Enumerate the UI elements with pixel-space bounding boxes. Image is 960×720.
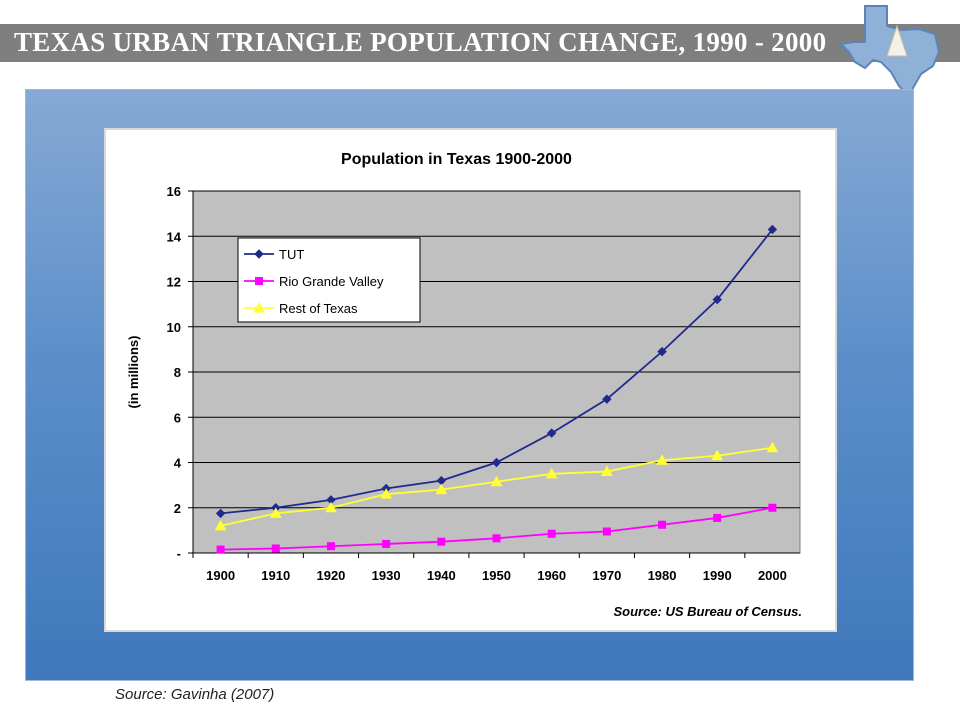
- data-point-rest-of-texas: [214, 519, 227, 531]
- x-tick-label: 1910: [261, 568, 290, 583]
- y-tick-label: 8: [174, 365, 181, 380]
- data-point-rest-of-texas: [269, 507, 282, 518]
- data-point-rio-grande-valley: [382, 539, 391, 548]
- y-tick-label: 16: [167, 184, 181, 199]
- data-point-rio-grande-valley: [271, 544, 280, 553]
- y-axis-label: (in millions): [126, 336, 141, 409]
- data-point-tut: [546, 428, 557, 438]
- texas-map-triangle-icon: [838, 5, 941, 96]
- data-point-rest-of-texas: [601, 465, 613, 477]
- data-point-rest-of-texas: [711, 449, 724, 461]
- data-point-rio-grande-valley: [216, 545, 225, 554]
- chart-title: Population in Texas 1900-2000: [341, 151, 572, 168]
- legend-marker-tut: [254, 249, 264, 259]
- y-tick-label: -: [177, 546, 181, 561]
- data-point-tut: [215, 508, 226, 519]
- data-point-rest-of-texas: [766, 441, 779, 453]
- y-tick-label: 14: [167, 229, 182, 244]
- data-point-rio-grande-valley: [437, 537, 446, 546]
- legend-marker-rio-grande-valley: [255, 277, 263, 285]
- y-tick-label: 12: [167, 275, 181, 290]
- x-tick-label: 1980: [648, 568, 677, 583]
- chart-source-annotation: Source: US Bureau of Census.: [613, 604, 802, 619]
- data-point-tut: [657, 346, 667, 357]
- x-tick-label: 2000: [758, 568, 787, 583]
- data-point-rio-grande-valley: [326, 542, 335, 551]
- population-chart: Population in Texas 1900-2000 - 2 4 6 8 10 12 14…: [126, 151, 802, 619]
- legend-label-rio-grande-valley: Rio Grande Valley: [279, 274, 384, 289]
- data-point-rio-grande-valley: [768, 503, 777, 512]
- y-tick-label: 4: [174, 456, 182, 471]
- data-point-rio-grande-valley: [492, 534, 501, 543]
- data-point-tut: [712, 294, 722, 305]
- data-point-rest-of-texas: [545, 467, 558, 479]
- x-tick-label: 1960: [537, 568, 566, 583]
- data-point-rest-of-texas: [435, 483, 448, 495]
- x-tick-label: 1930: [372, 568, 401, 583]
- y-tick-label: 6: [174, 410, 181, 425]
- data-point-tut: [491, 457, 502, 468]
- data-point-rest-of-texas: [490, 475, 503, 487]
- y-tick-label: 10: [167, 320, 181, 335]
- x-tick-label: 1900: [206, 568, 235, 583]
- slide-title: Texas Urban Triangle Population Change, …: [14, 27, 827, 57]
- data-point-rio-grande-valley: [602, 527, 611, 536]
- y-tick-label: 2: [174, 501, 181, 516]
- legend-marker-rest-of-texas: [253, 301, 265, 313]
- data-point-rio-grande-valley: [658, 520, 667, 529]
- data-point-tut: [767, 224, 778, 235]
- x-tick-label: 1970: [592, 568, 621, 583]
- data-point-rio-grande-valley: [713, 513, 722, 522]
- data-point-rio-grande-valley: [547, 529, 556, 538]
- x-tick-label: 1940: [427, 568, 456, 583]
- data-point-tut: [602, 394, 612, 404]
- title-bar: Texas Urban Triangle Population Change, …: [0, 24, 960, 62]
- data-point-rest-of-texas: [656, 454, 668, 465]
- source-note: Source: Gavinha (2007): [115, 686, 275, 703]
- x-tick-label: 1990: [703, 568, 732, 583]
- x-tick-label: 1920: [316, 568, 345, 583]
- chart-frame: Population in Texas 1900-2000 - 2 4 6 8 10 12 14…: [104, 128, 837, 632]
- data-point-rest-of-texas: [325, 501, 337, 513]
- data-point-rest-of-texas: [380, 488, 392, 499]
- x-tick-label: 1950: [482, 568, 511, 583]
- legend-label-rest-of-texas: Rest of Texas: [279, 301, 358, 316]
- legend-label-tut: TUT: [279, 247, 304, 262]
